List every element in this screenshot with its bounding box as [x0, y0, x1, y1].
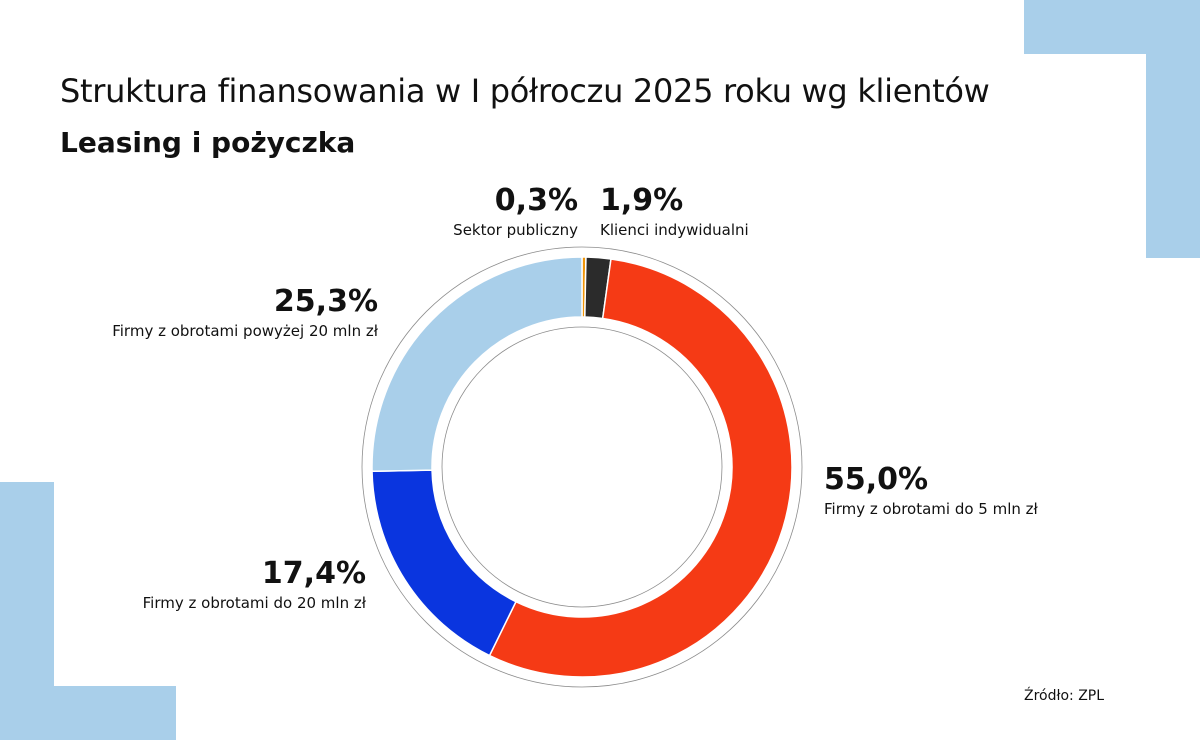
- category-label-klienci-indywidualni: Klienci indywidualni: [600, 221, 749, 239]
- value-label-firmy-powyzej-20-mln: 25,3%: [273, 284, 378, 319]
- category-label-firmy-do-5-mln: Firmy z obrotami do 5 mln zł: [824, 500, 1038, 518]
- label-firmy-do-20-mln: 17,4% Firmy z obrotami do 20 mln zł: [80, 556, 366, 614]
- outer-ring: [361, 246, 803, 688]
- value-label-sektor-publiczny: 0,3%: [494, 183, 578, 218]
- chart-title: Struktura finansowania w I półroczu 2025…: [60, 72, 990, 110]
- label-klienci-indywidualni: 1,9% Klienci indywidualni: [600, 183, 749, 241]
- label-firmy-do-5-mln: 55,0% Firmy z obrotami do 5 mln zł: [824, 462, 1038, 520]
- category-label-firmy-powyzej-20-mln: Firmy z obrotami powyżej 20 mln zł: [112, 322, 378, 340]
- donut-slice-4: [371, 469, 517, 657]
- donut-slice-5: [371, 256, 583, 473]
- donut-slice-3: [488, 258, 793, 678]
- inner-ring: [441, 326, 723, 608]
- corner-decoration-bottom-left-horizontal: [0, 686, 176, 740]
- value-label-firmy-do-20-mln: 17,4%: [261, 556, 366, 591]
- label-sektor-publiczny: 0,3% Sektor publiczny: [430, 183, 578, 241]
- chart-subtitle: Leasing i pożyczka: [60, 126, 356, 159]
- value-label-klienci-indywidualni: 1,9%: [600, 183, 684, 218]
- category-label-sektor-publiczny: Sektor publiczny: [453, 221, 578, 239]
- corner-decoration-top-right-vertical: [1146, 0, 1200, 258]
- value-label-firmy-do-5-mln: 55,0%: [824, 462, 929, 497]
- source-note: Źródło: ZPL: [1024, 688, 1105, 704]
- label-firmy-powyzej-20-mln: 25,3% Firmy z obrotami powyżej 20 mln zł: [60, 284, 378, 342]
- category-label-firmy-do-20-mln: Firmy z obrotami do 20 mln zł: [142, 594, 366, 612]
